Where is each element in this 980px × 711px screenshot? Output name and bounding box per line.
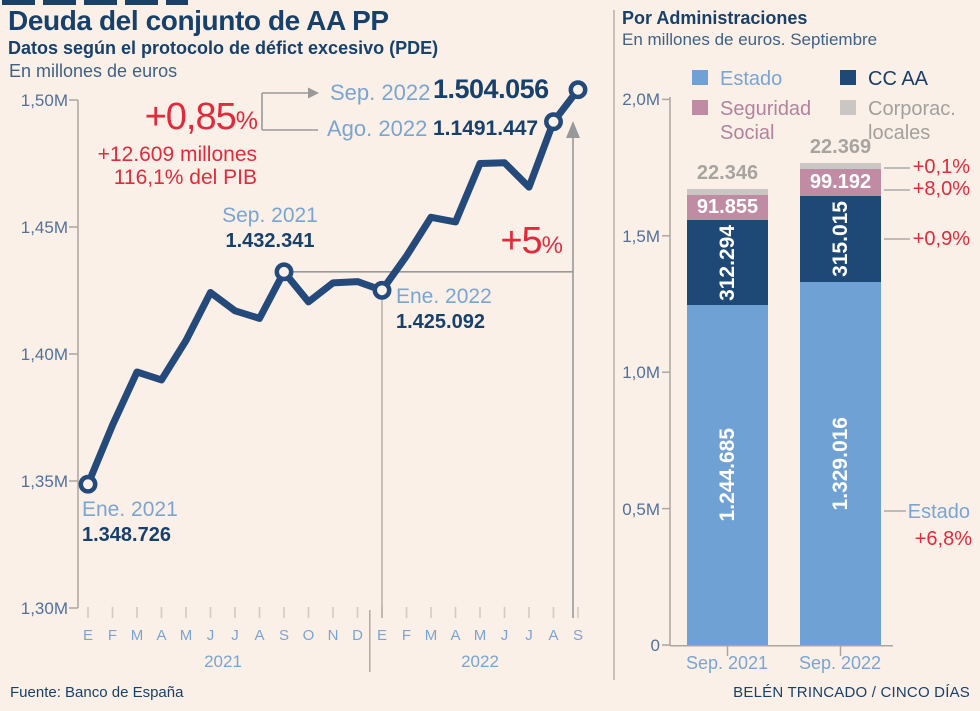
source-note: Fuente: Banco de España (10, 684, 184, 701)
bar-y-tick-label-0: 2,0M (622, 90, 660, 110)
bar-segment-estado: 1.329.016 (800, 282, 881, 645)
page-subtitle: Datos según el protocolo de défict exces… (8, 38, 439, 58)
bar-segment-seguridad-social: 91.855 (687, 195, 768, 221)
month-label-17: J (500, 627, 509, 644)
delta-seguridad-social: +8,0% (912, 178, 970, 200)
month-label-14: M (424, 627, 438, 644)
bar-category-sep2022: Sep. 2022 (798, 653, 882, 673)
data-point-marker (544, 112, 563, 132)
bar-chart-title: Por Administraciones (622, 8, 808, 28)
data-point-marker (274, 262, 294, 282)
corporaciones-locales-swatch (840, 100, 856, 115)
legend-item-ccaa: CC AA (840, 67, 978, 91)
month-label-5: J (206, 627, 215, 644)
y-tick-label-3: 1,35M (20, 472, 68, 491)
month-label-8: S (278, 627, 289, 644)
callout-sep2021: Sep. 2021 1.432.341 (222, 204, 318, 252)
month-label-4: M (179, 627, 193, 644)
growth-annotation: +0,85% +12.609 millones 116,1% del PIB (60, 95, 258, 189)
month-label-3: A (156, 627, 167, 644)
legend-item-estado: Estado (692, 67, 830, 91)
year-label-2022: 2022 (461, 652, 499, 671)
data-point-marker (372, 280, 392, 300)
bar-y-tick-label-3: 0,5M (622, 499, 660, 519)
y-tick-label-1: 1,45M (20, 218, 68, 237)
bar-segment-ccaa: 312.294 (687, 220, 768, 306)
right-arrow-icon (308, 87, 319, 99)
up-arrow-icon (566, 121, 580, 138)
month-label-11: D (352, 627, 363, 644)
month-label-13: F (401, 627, 412, 644)
growth-pib: 116,1% del PIB (113, 166, 257, 189)
callout-ago2022-value: 1.1491.447 (433, 117, 539, 140)
callout-sep2022-label: Sep. 2022 (330, 80, 431, 105)
units-label: En millones de euros (9, 61, 178, 81)
data-point-marker (78, 474, 98, 494)
bar-segment-ccaa: 315.015 (800, 196, 881, 283)
month-label-20: S (572, 627, 583, 644)
month-label-18: J (525, 627, 533, 644)
delta-corporaciones: +0,1% (912, 156, 970, 178)
month-label-6: J (231, 627, 239, 644)
bar-segment-estado: 1.244.685 (687, 305, 768, 645)
month-label-16: M (473, 627, 487, 644)
bar-segment-corporaciones (687, 189, 768, 196)
y-tick-label-2: 1,40M (20, 345, 68, 364)
month-label-19: A (548, 627, 559, 644)
cropped-headline-artifact (2, 0, 188, 5)
y-tick-label-0: 1,50M (20, 91, 68, 110)
bar-segment-corporaciones (800, 163, 881, 170)
callout-ene2022: Ene. 2022 1.425.092 (396, 285, 492, 333)
estado-callout-label: Estado (907, 501, 970, 523)
year-label-2021: 2021 (204, 652, 242, 671)
growth-percent: +0,85% (144, 96, 258, 138)
month-label-15: A (450, 627, 461, 644)
bar-category-sep2021: Sep. 2021 (685, 653, 769, 673)
legend-item-seguridad-social: Seguridad Social (692, 97, 830, 145)
month-label-12: E (376, 627, 387, 644)
seguridad-social-swatch (692, 100, 708, 115)
panel-divider (613, 10, 615, 680)
month-label-10: N (327, 627, 339, 644)
credit-note: BELÉN TRINCADO / CINCO DÍAS (733, 684, 970, 701)
ccaa-swatch (840, 70, 856, 85)
month-label-1: F (107, 627, 118, 644)
stacked-bar-sep-2022: 99.192 315.015 1.329.016 (800, 163, 881, 645)
bar-chart-subtitle: En millones de euros. Septiembre (622, 30, 878, 49)
page-title: Deuda del conjunto de AA PP (8, 5, 389, 36)
stacked-bar-sep-2021: 91.855 312.294 1.244.685 (687, 189, 768, 645)
callout-ene2021: Ene. 2021 1.348.726 (82, 498, 178, 546)
estado-callout-delta: +6,8% (914, 528, 972, 550)
corporaciones-value-sep2021: 22.346 (696, 162, 759, 185)
month-label-2: M (130, 627, 144, 644)
month-label-7: A (254, 627, 265, 644)
plus5-annotation: +5% (500, 220, 563, 262)
callout-sep2022-value: 1.504.056 (433, 74, 549, 104)
estado-swatch (692, 70, 708, 85)
bar-y-tick-label-4: 0 (650, 636, 660, 655)
bar-segment-seguridad-social: 99.192 (800, 169, 881, 197)
debt-line-series (84, 86, 582, 488)
callout-ago2022-label: Ago. 2022 (327, 116, 428, 141)
growth-absolute: +12.609 millones (97, 143, 257, 166)
month-label-0: E (82, 627, 93, 644)
data-point-marker (568, 80, 588, 100)
legend-item-corporaciones-locales: Corporac. locales (840, 97, 978, 145)
month-label-9: O (302, 627, 315, 644)
bar-y-tick-label-2: 1,0M (622, 363, 660, 383)
y-tick-label-4: 1,30M (20, 599, 68, 618)
corporaciones-value-sep2022: 22.369 (809, 136, 872, 159)
delta-ccaa: +0,9% (912, 228, 970, 250)
bar-y-tick-label-1: 1,5M (622, 226, 660, 246)
